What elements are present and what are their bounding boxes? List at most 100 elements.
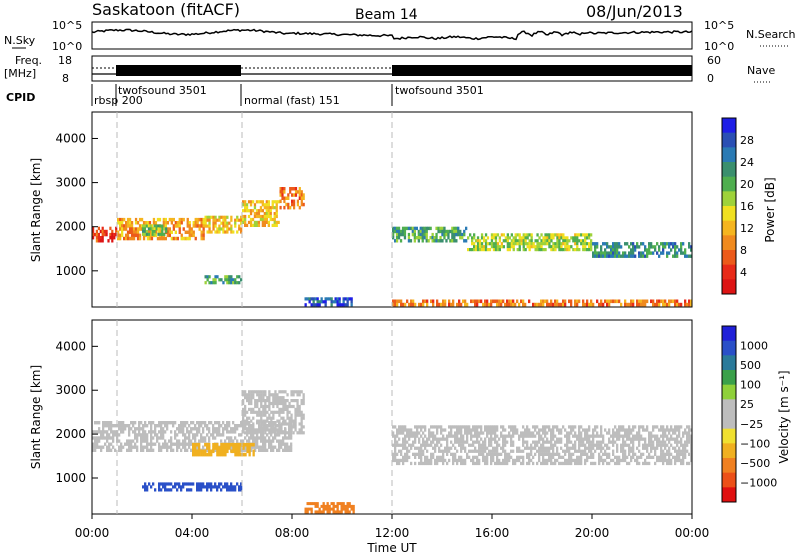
heatmap-cell — [218, 224, 221, 228]
heatmap-cell — [512, 458, 515, 463]
heatmap-cell — [478, 425, 481, 429]
heatmap-cell — [508, 434, 511, 438]
heatmap-cell — [455, 239, 458, 243]
heatmap-cell — [272, 404, 275, 409]
heatmap-cell — [144, 482, 147, 486]
heatmap-cell — [400, 452, 403, 456]
heatmap-cell — [276, 433, 279, 437]
heatmap-cell — [282, 442, 285, 446]
heatmap-cell — [443, 229, 446, 234]
heatmap-cell — [234, 449, 237, 454]
heatmap-cell — [624, 431, 627, 435]
heatmap-cell — [606, 254, 609, 258]
heatmap-cell — [654, 446, 657, 450]
heatmap-cell — [138, 224, 142, 228]
heatmap-cell — [592, 251, 595, 255]
heatmap-cell — [464, 428, 467, 432]
heatmap-cell — [250, 433, 253, 437]
heatmap-cell — [608, 254, 611, 258]
heatmap-cell — [196, 217, 199, 222]
heatmap-cell — [520, 455, 523, 459]
heatmap-cell — [264, 428, 267, 432]
heatmap-cell — [394, 425, 397, 429]
heatmap-cell — [492, 236, 496, 240]
heatmap-cell — [484, 455, 487, 459]
heatmap-cell — [658, 440, 661, 444]
heatmap-cell — [136, 236, 140, 241]
heatmap-cell — [412, 443, 415, 447]
heatmap-cell — [612, 251, 615, 255]
heatmap-cell — [284, 407, 287, 411]
heatmap-cell — [430, 299, 433, 304]
heatmap-cell — [118, 427, 121, 431]
heatmap-cell — [482, 452, 485, 456]
heatmap-cell — [584, 461, 587, 466]
heatmap-cell — [236, 281, 239, 285]
heatmap-cell — [560, 245, 563, 249]
heatmap-cell — [204, 281, 207, 285]
heatmap-cell — [568, 452, 571, 456]
heatmap-cell — [162, 482, 165, 486]
heatmap-cell — [92, 226, 95, 231]
heatmap-cell — [402, 458, 405, 463]
heatmap-cell — [210, 482, 213, 486]
heatmap-cell — [638, 251, 641, 255]
heatmap-cell — [628, 437, 631, 441]
y-tick-label: 1000 — [55, 264, 86, 278]
heatmap-cell — [612, 434, 615, 438]
heatmap-cell — [602, 461, 605, 466]
heatmap-cell — [516, 446, 519, 450]
heatmap-cell — [550, 440, 553, 444]
heatmap-cell — [280, 390, 283, 394]
heatmap-cell — [157, 232, 160, 236]
heatmap-cell — [530, 242, 533, 246]
heatmap-cell — [155, 224, 158, 228]
heatmap-cell — [606, 302, 609, 307]
heatmap-cell — [666, 449, 669, 453]
heatmap-cell — [210, 485, 213, 489]
heatmap-cell — [574, 458, 577, 463]
heatmap-cell — [190, 442, 193, 446]
heatmap-cell — [198, 485, 201, 489]
heatmap-cell — [202, 445, 205, 449]
heatmap-cell — [592, 440, 595, 444]
heatmap-cell — [608, 455, 611, 459]
heatmap-cell — [413, 229, 416, 234]
heatmap-cell — [160, 427, 163, 431]
heatmap-cell — [184, 436, 187, 440]
heatmap-cell — [166, 421, 169, 425]
heatmap-cell — [168, 421, 171, 425]
heatmap-cell — [614, 455, 617, 459]
heatmap-cell — [162, 217, 165, 222]
heatmap-cell — [146, 439, 149, 443]
heatmap-cell — [186, 217, 189, 222]
heatmap-cell — [288, 433, 291, 437]
heatmap-cell — [596, 299, 599, 304]
heatmap-cell — [106, 448, 109, 452]
heatmap-cell — [230, 278, 233, 282]
heatmap-cell — [574, 242, 577, 246]
heatmap-cell — [608, 251, 611, 255]
heatmap-cell — [610, 299, 613, 304]
heatmap-cell — [441, 232, 444, 237]
heatmap-cell — [146, 424, 149, 428]
heatmap-cell — [532, 242, 535, 246]
heatmap-cell — [486, 434, 489, 438]
heatmap-cell — [136, 230, 140, 234]
heatmap-cell — [570, 458, 573, 463]
heatmap-cell — [632, 302, 635, 307]
heatmap-cell — [251, 217, 255, 222]
heatmap-cell — [134, 445, 137, 449]
heatmap-cell — [446, 434, 449, 438]
heatmap-cell — [634, 437, 637, 441]
heatmap-cell — [284, 399, 287, 403]
heatmap-cell — [236, 215, 239, 219]
heatmap-cell — [322, 510, 325, 514]
heatmap-cell — [97, 239, 100, 243]
heatmap-cell — [126, 233, 130, 238]
heatmap-cell — [474, 431, 477, 435]
heatmap-cell — [594, 461, 597, 466]
heatmap-cell — [534, 302, 537, 307]
heatmap-cell — [160, 482, 163, 486]
heatmap-cell — [125, 227, 128, 231]
